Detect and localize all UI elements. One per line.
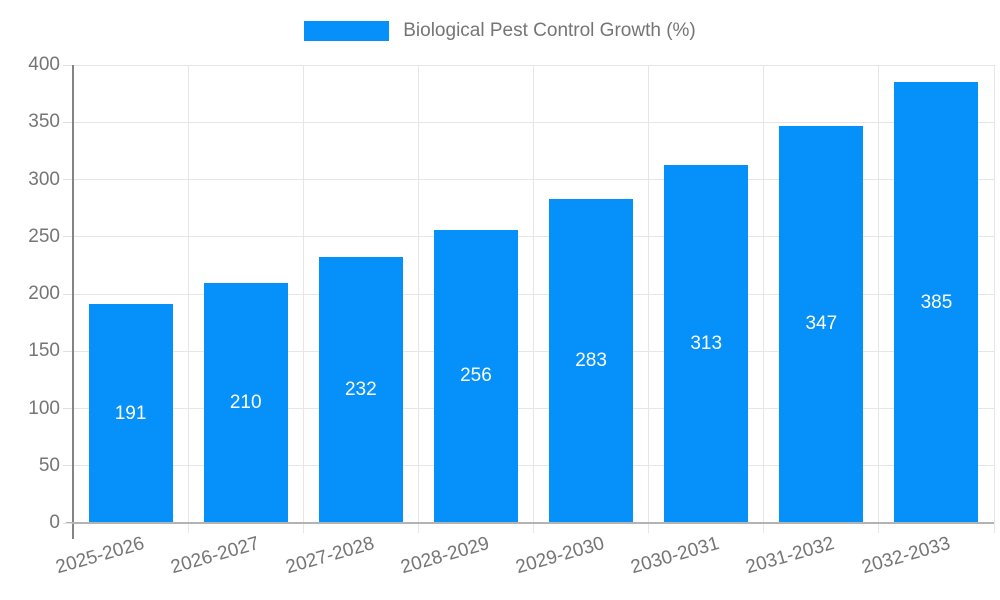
y-tick [63,121,72,123]
bar[interactable] [203,282,288,523]
y-tick [63,236,72,238]
y-axis-line [72,65,74,539]
y-axis-label: 0 [49,512,60,533]
bar-value-label: 313 [690,332,723,354]
bar[interactable] [549,198,634,523]
x-gridline [763,65,765,533]
y-tick [63,408,72,409]
x-axis-label: 2029-2030 [513,533,607,579]
x-gridline [533,65,534,533]
bar-value-label: 256 [460,365,492,387]
x-axis-label: 2031-2032 [743,533,838,579]
bar-value-label: 347 [805,313,838,335]
y-tick [63,350,72,352]
legend: Biological Pest Control Growth (%) [0,18,1000,44]
y-tick [63,179,72,180]
legend-label: Biological Pest Control Growth (%) [403,20,696,41]
plot-area: 191 210 232 256 283 313 347 385 [66,64,995,539]
x-axis-label: 2032-2033 [859,533,953,579]
bar[interactable] [664,164,749,523]
x-gridline [878,65,880,533]
x-axis-label: 2030-2031 [628,533,722,579]
y-axis-label: 100 [28,397,60,419]
bar[interactable] [894,82,979,523]
y-tick [63,522,72,524]
x-axis-label: 2028-2029 [398,533,492,579]
y-axis-label: 400 [28,54,60,75]
bar-value-label: 385 [920,291,953,313]
bar[interactable] [88,304,173,523]
legend-swatch [304,21,390,41]
y-tick [63,64,72,66]
bar[interactable] [433,229,518,523]
bar-value-label: 283 [575,349,607,371]
y-axis-label: 150 [28,340,60,362]
x-gridline [302,65,304,533]
bar[interactable] [318,257,403,523]
bar[interactable] [779,125,864,523]
y-tick [63,293,72,295]
bar-value-label: 191 [114,402,147,424]
x-gridline [417,65,419,533]
x-axis-label: 2027-2028 [283,533,377,579]
y-tick [63,465,72,467]
y-axis-label: 250 [28,225,60,247]
x-axis-line [66,522,994,524]
x-gridline [187,65,189,533]
x-axis-label: 2025-2026 [53,533,147,579]
x-axis-label: 2026-2027 [168,533,262,579]
y-axis-label: 350 [28,111,60,133]
bar-value-label: 232 [344,379,377,401]
x-gridline [648,65,650,533]
bar-value-label: 210 [229,391,262,413]
y-axis-label: 300 [28,168,60,190]
x-gridline [993,65,995,533]
y-axis-label: 50 [38,454,60,476]
y-axis-label: 200 [28,283,60,304]
